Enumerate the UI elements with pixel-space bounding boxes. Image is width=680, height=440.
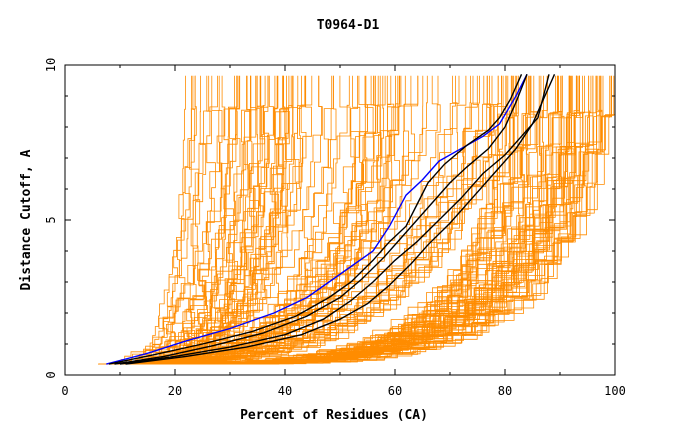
x-tick-label: 0	[61, 384, 68, 398]
model-curve	[123, 75, 585, 365]
model-curve	[105, 75, 218, 365]
series-lines	[106, 73, 556, 365]
model-curve	[125, 75, 542, 365]
model-curve	[103, 75, 361, 365]
reference-series-line	[125, 74, 556, 365]
chart-title: T0964-D1	[317, 18, 380, 33]
reference-series-line	[119, 74, 550, 365]
axis-ticks: 0 20 40 60 80 100 0 5 10	[44, 58, 626, 398]
model-curve	[103, 75, 238, 365]
x-tick-label: 80	[498, 384, 512, 398]
model-curve	[121, 75, 287, 365]
model-curve	[168, 75, 575, 365]
model-curve	[120, 75, 223, 365]
model-curve	[121, 75, 580, 365]
model-curve	[135, 75, 601, 365]
model-curve	[129, 75, 241, 365]
model-curve	[134, 75, 386, 365]
model-curve	[135, 75, 490, 365]
model-curve	[136, 75, 401, 365]
y-tick-label: 5	[44, 216, 58, 223]
x-tick-label: 100	[604, 384, 626, 398]
model-curve	[113, 75, 441, 365]
x-tick-label: 20	[168, 384, 182, 398]
y-tick-label: 0	[44, 371, 58, 378]
reference-series-line	[114, 74, 528, 365]
model-curve	[120, 75, 186, 365]
reference-series-line	[108, 74, 523, 365]
model-curve	[98, 75, 192, 365]
y-axis-label: Distance Cutoff, A	[19, 149, 34, 290]
y-tick-label: 10	[44, 58, 58, 72]
x-tick-label: 40	[278, 384, 292, 398]
model-lines	[98, 75, 616, 365]
model-curve	[188, 75, 589, 365]
x-axis-label: Percent of Residues (CA)	[240, 408, 428, 423]
highlight-series-line	[106, 73, 528, 365]
model-curve	[116, 75, 583, 365]
model-curve	[121, 75, 499, 365]
x-tick-label: 60	[388, 384, 402, 398]
